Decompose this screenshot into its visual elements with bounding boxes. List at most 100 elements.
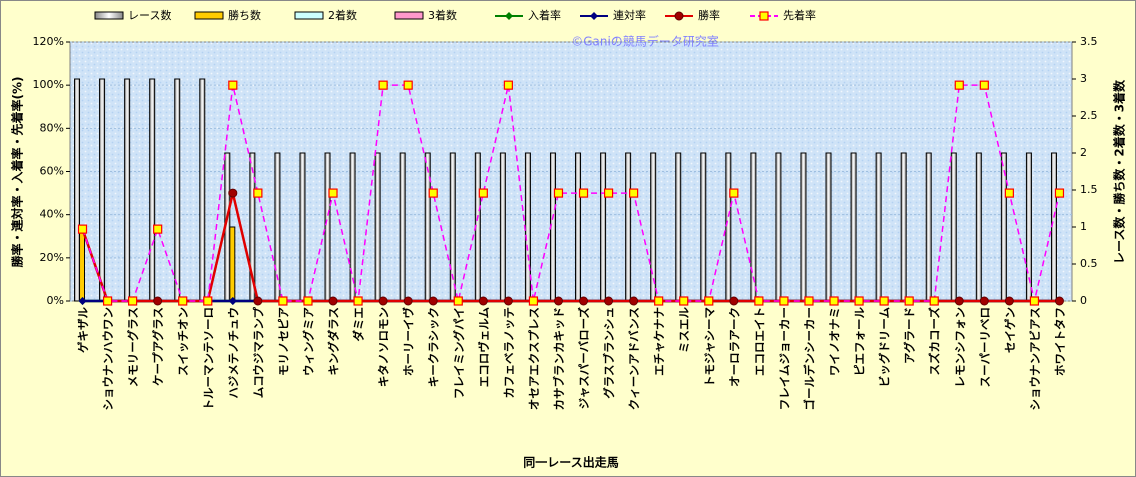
marker	[178, 296, 188, 306]
x-tick-label: ムコウジマランプ	[251, 307, 265, 399]
y-tick-label: 20%	[40, 251, 64, 264]
marker	[428, 296, 438, 306]
marker	[954, 80, 964, 90]
marker	[929, 296, 939, 306]
legend-label: 3着数	[428, 8, 457, 22]
marker	[378, 296, 388, 306]
y2-tick-label: 1	[1080, 220, 1087, 233]
marker	[153, 296, 163, 306]
marker	[478, 188, 488, 198]
x-tick-label: フレイムジョーカー	[777, 307, 791, 410]
x-tick-label: ホーリーイヴ	[402, 307, 416, 376]
bar	[725, 152, 732, 302]
marker	[253, 188, 263, 198]
marker	[128, 296, 138, 306]
marker	[503, 80, 513, 90]
marker	[228, 80, 238, 90]
y-axis-label: 勝率・連対率・入着率・先着率(%)	[10, 77, 25, 268]
marker	[478, 296, 488, 306]
marker	[553, 296, 563, 306]
marker	[629, 296, 639, 306]
legend-swatch	[94, 11, 124, 20]
x-tick-label: ワイノオナミ	[828, 307, 842, 376]
marker	[203, 296, 213, 306]
bar	[600, 152, 607, 302]
legend: レース数 勝ち数 2着数 3着数 入着率 連対率 勝率 先着率	[94, 8, 816, 22]
marker	[503, 296, 513, 306]
bar	[875, 152, 882, 302]
bar	[675, 152, 682, 302]
legend-label: 連対率	[613, 8, 646, 22]
legend-label: レース数	[128, 9, 171, 22]
x-tick-label: キタノソロモン	[377, 307, 391, 387]
marker	[779, 296, 789, 306]
marker	[228, 188, 238, 198]
marker	[102, 296, 113, 306]
y2-tick-label: 2.5	[1080, 109, 1098, 122]
x-tick-label: キークラシック	[427, 307, 441, 387]
y-tick-label: 120%	[33, 35, 64, 48]
x-tick-label: ゴールデンシーカー	[802, 307, 816, 411]
marker	[979, 296, 989, 306]
x-tick-label: ビッグドリーム	[878, 307, 892, 388]
marker	[679, 296, 689, 306]
x-tick-label: トモジャシーマ	[702, 307, 716, 387]
x-tick-label: メモリーグラス	[126, 307, 140, 387]
bar	[229, 226, 236, 302]
x-tick-label: フレイミングパイ	[452, 307, 466, 399]
x-tick-label: エコロエイト	[752, 307, 766, 376]
marker	[729, 188, 739, 198]
bar	[950, 152, 957, 302]
bar	[174, 78, 181, 302]
x-tick-label: オセアエクスプレス	[527, 307, 541, 410]
legend-swatch	[294, 11, 324, 20]
y2-tick-label: 3	[1080, 72, 1087, 85]
marker	[78, 297, 87, 305]
bar	[399, 152, 406, 302]
bar	[625, 152, 632, 302]
bar	[199, 78, 206, 302]
bar	[825, 152, 832, 302]
marker	[1029, 296, 1040, 306]
bar	[925, 152, 932, 302]
legend-label: 先着率	[783, 8, 816, 22]
marker	[328, 296, 338, 306]
marker	[629, 188, 639, 198]
x-tick-label: ホワイトタフ	[1053, 307, 1067, 376]
y2-tick-label: 2	[1080, 146, 1087, 159]
x-tick-label: ハジメテノチュウ	[226, 307, 240, 399]
x-tick-label: ダミエ	[352, 307, 366, 342]
bar	[149, 78, 156, 302]
marker	[278, 296, 288, 306]
marker	[1004, 188, 1014, 198]
bar	[975, 152, 982, 302]
y2-tick-label: 3.5	[1080, 35, 1098, 48]
bar	[524, 152, 531, 302]
bar	[324, 152, 331, 302]
marker	[528, 296, 539, 306]
legend-label: 勝率	[698, 8, 720, 22]
x-tick-label: カサブランカキッド	[552, 307, 566, 411]
marker	[654, 296, 664, 306]
line	[81, 84, 1061, 302]
marker	[854, 296, 864, 306]
legend-label: 勝ち数	[228, 8, 261, 22]
x-tick-label: ショウナンアビアス	[1028, 307, 1042, 411]
marker	[603, 188, 614, 198]
x-tick-label: グラスブランシュ	[602, 307, 616, 399]
marker	[754, 296, 764, 306]
x-tick-label: スズカコーズ	[928, 307, 942, 376]
marker	[954, 296, 964, 306]
marker	[729, 296, 739, 306]
marker	[403, 80, 413, 90]
marker	[590, 12, 598, 20]
bar	[575, 152, 582, 302]
y2-tick-label: 0	[1080, 294, 1087, 307]
legend-label: 2着数	[328, 8, 357, 22]
x-axis-label: 同一レース出走馬	[523, 455, 618, 470]
y2-axis-label: レース数・勝ち数・2着数・3着数	[1112, 79, 1127, 264]
marker	[328, 188, 338, 198]
marker	[1004, 296, 1014, 306]
y2-tick-label: 0.5	[1080, 257, 1098, 270]
